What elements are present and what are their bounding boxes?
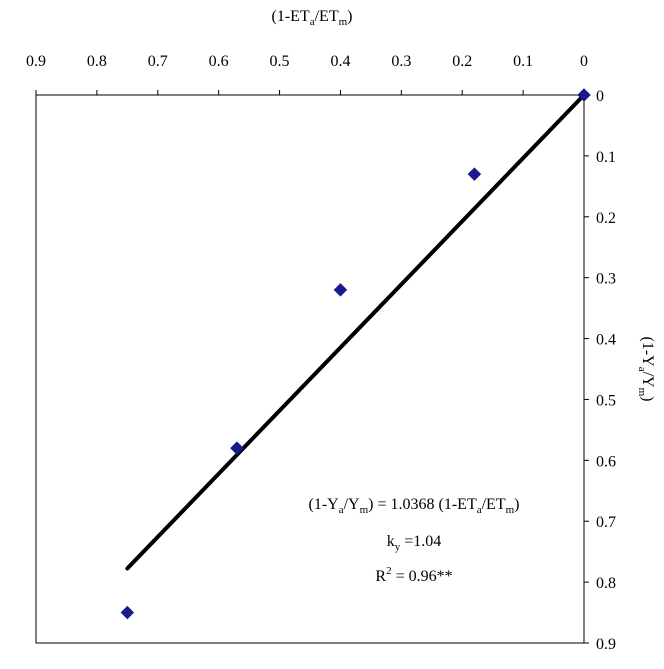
r2-annotation: R2 = 0.96** [375, 565, 452, 585]
regression-equation: (1-Ya/Ym) = 1.0368 (1-ETa/ETm) [308, 496, 519, 516]
x-tick-label: 0.4 [330, 53, 350, 70]
y-tick-label: 0.1 [596, 149, 616, 166]
y-tick-label: 0 [596, 88, 604, 105]
trendline-group [125, 93, 586, 571]
data-point [230, 441, 244, 456]
data-point [577, 88, 591, 102]
y-tick-label: 0.5 [596, 392, 616, 409]
plot-frame [35, 94, 585, 644]
x-tick-label: 0 [580, 53, 588, 70]
x-tick-label: 0.9 [26, 53, 46, 70]
y-tick-label: 0.8 [596, 575, 616, 592]
y-tick-label: 0.3 [596, 271, 616, 288]
data-points [120, 88, 591, 620]
ky-annotation: ky =1.04 [387, 533, 442, 553]
x-tick-label: 0.1 [513, 53, 533, 70]
data-point [467, 167, 482, 182]
x-tick-label: 0.2 [452, 53, 472, 70]
x-tick-label: 0.3 [391, 53, 411, 70]
y-tick-label: 0.7 [596, 514, 616, 531]
data-point [333, 282, 348, 297]
x-tick-label: 0.8 [87, 53, 107, 70]
y-tick-label: 0.4 [596, 332, 616, 349]
x-tick-label: 0.5 [270, 53, 290, 70]
y-axis-ticks: 0 0.1 0.2 0.3 0.4 0.5 0.6 0.7 0.8 0.9 [584, 88, 616, 653]
y-tick-label: 0.2 [596, 210, 616, 227]
trendline [125, 93, 586, 571]
x-tick-label: 0.7 [148, 53, 168, 70]
x-axis-ticks: 0.9 0.8 0.7 0.6 0.5 0.4 0.3 0.2 0.1 0 [26, 53, 588, 95]
y-axis-label: (1-Ya/Ym) [636, 337, 656, 402]
x-axis-label: (1-ETa/ETm) [272, 8, 353, 28]
y-tick-label: 0.6 [596, 453, 616, 470]
x-tick-label: 0.6 [209, 53, 229, 70]
data-point [120, 605, 135, 620]
y-tick-label: 0.9 [596, 636, 616, 653]
